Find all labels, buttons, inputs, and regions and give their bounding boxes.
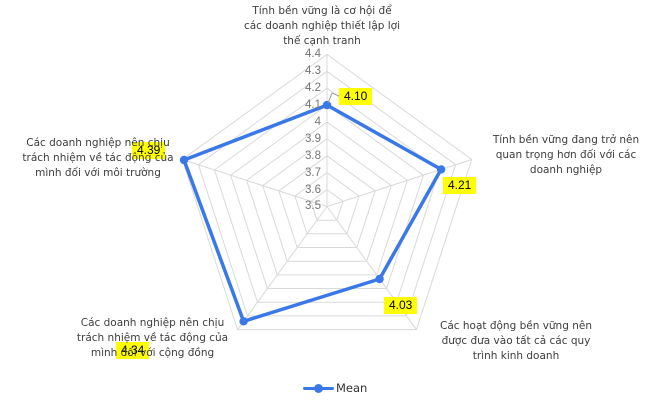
grid-ring xyxy=(310,188,344,221)
axis-tick-label: 3.9 xyxy=(305,133,321,145)
data-label[interactable]: 4.21 xyxy=(443,177,477,194)
label-leader-line xyxy=(327,92,340,104)
category-label-line: được đưa vào tất cả các quy xyxy=(441,335,591,347)
data-point-marker[interactable] xyxy=(179,155,189,165)
category-label-line: các doanh nghiệp thiết lập lợi xyxy=(243,20,401,32)
axis-tick-label: 3.8 xyxy=(305,150,321,162)
axis-tick-label: 4.2 xyxy=(305,82,321,94)
grid-spoke xyxy=(182,159,328,207)
grid-ring xyxy=(262,138,392,262)
grid-ring xyxy=(278,155,376,248)
category-label-line: doanh nghiệp xyxy=(529,164,603,176)
category-label-line: mình đối với cộng đồng xyxy=(90,347,215,359)
grid-ring xyxy=(230,104,424,289)
data-label[interactable]: 4.03 xyxy=(384,297,418,314)
data-label[interactable]: 4.10 xyxy=(339,88,373,105)
data-point-marker[interactable] xyxy=(375,274,384,284)
category-label-line: Các hoạt động bền vững nên xyxy=(439,320,592,332)
category-label-bottom-left: Các doanh nghiệp nên chịu trách nhiệm về… xyxy=(60,316,245,361)
data-label[interactable]: 4.39 xyxy=(132,142,166,159)
grid-spoke xyxy=(326,159,472,207)
data-point-marker[interactable] xyxy=(322,100,332,110)
data-label[interactable]: 4.34 xyxy=(116,342,150,359)
line-marker-icon xyxy=(303,382,334,394)
category-label-bottom-right: Các hoạt động bền vững nên được đưa vào … xyxy=(416,319,616,364)
category-label-right: Tính bền vững đang trở nên quan trọng hơ… xyxy=(476,133,651,178)
series-polygon-mean[interactable] xyxy=(182,103,443,324)
category-label-line: trình kinh doanh xyxy=(472,350,560,362)
data-point-marker[interactable] xyxy=(436,165,446,174)
grid-ring xyxy=(294,172,360,235)
axis-tick-label: 4 xyxy=(314,116,321,128)
category-label-line: Các doanh nghiệp nên chịu xyxy=(26,137,170,149)
grid-ring xyxy=(246,121,408,276)
axis-tick-label: 4.3 xyxy=(305,65,321,77)
data-point-marker[interactable] xyxy=(239,317,248,326)
axis-tick-label: 3.6 xyxy=(305,184,321,196)
category-label-line: Tính bền vững đang trở nên xyxy=(492,134,640,146)
legend: Mean xyxy=(303,381,367,395)
category-label-line: trách nhiệm về tác động của xyxy=(76,332,229,344)
category-label-line: trách nhiệm về tác động của xyxy=(22,152,174,164)
category-label-line: thế cạnh tranh xyxy=(283,35,361,47)
category-label-line: Tính bền vững là cơ hội để xyxy=(252,5,392,17)
category-label-left: Các doanh nghiệp nên chịu trách nhiệm về… xyxy=(8,136,188,181)
category-label-line: quan trọng hơn đối với các xyxy=(495,149,637,161)
axis-tick-label: 3.7 xyxy=(305,167,321,179)
axis-tick-label: 4.1 xyxy=(305,99,321,111)
category-label-line: Các doanh nghiệp nên chịu xyxy=(80,317,225,329)
legend-item-mean[interactable]: Mean xyxy=(336,381,368,395)
grid-ring xyxy=(197,70,457,317)
category-label-top: Tính bền vững là cơ hội để các doanh ngh… xyxy=(196,4,448,49)
axis-tick-label: 4.4 xyxy=(305,48,321,60)
grid-spoke xyxy=(237,206,328,330)
axis-tick-label: 3.5 xyxy=(305,200,321,212)
category-label-line: mình đối với môi trường xyxy=(35,167,161,179)
grid-ring xyxy=(181,53,473,331)
